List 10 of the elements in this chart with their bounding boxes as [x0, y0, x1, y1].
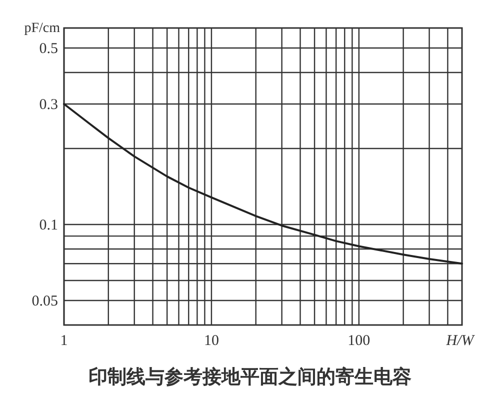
y-axis-title: pF/cm [24, 21, 60, 36]
y-tick-label: 0.5 [39, 40, 58, 57]
x-tick-label: 1 [60, 333, 68, 349]
x-tick-label: 100 [348, 333, 370, 349]
y-tick-label: 0.05 [32, 294, 58, 310]
text: 印制线与参考接地平面之间的寄生电容 [88, 366, 412, 388]
y-tick-label: 0.1 [39, 218, 58, 234]
y-tick-label: 0.3 [39, 97, 58, 114]
x-axis-title: H/W [445, 333, 476, 349]
x-tick-label: 10 [204, 333, 219, 349]
